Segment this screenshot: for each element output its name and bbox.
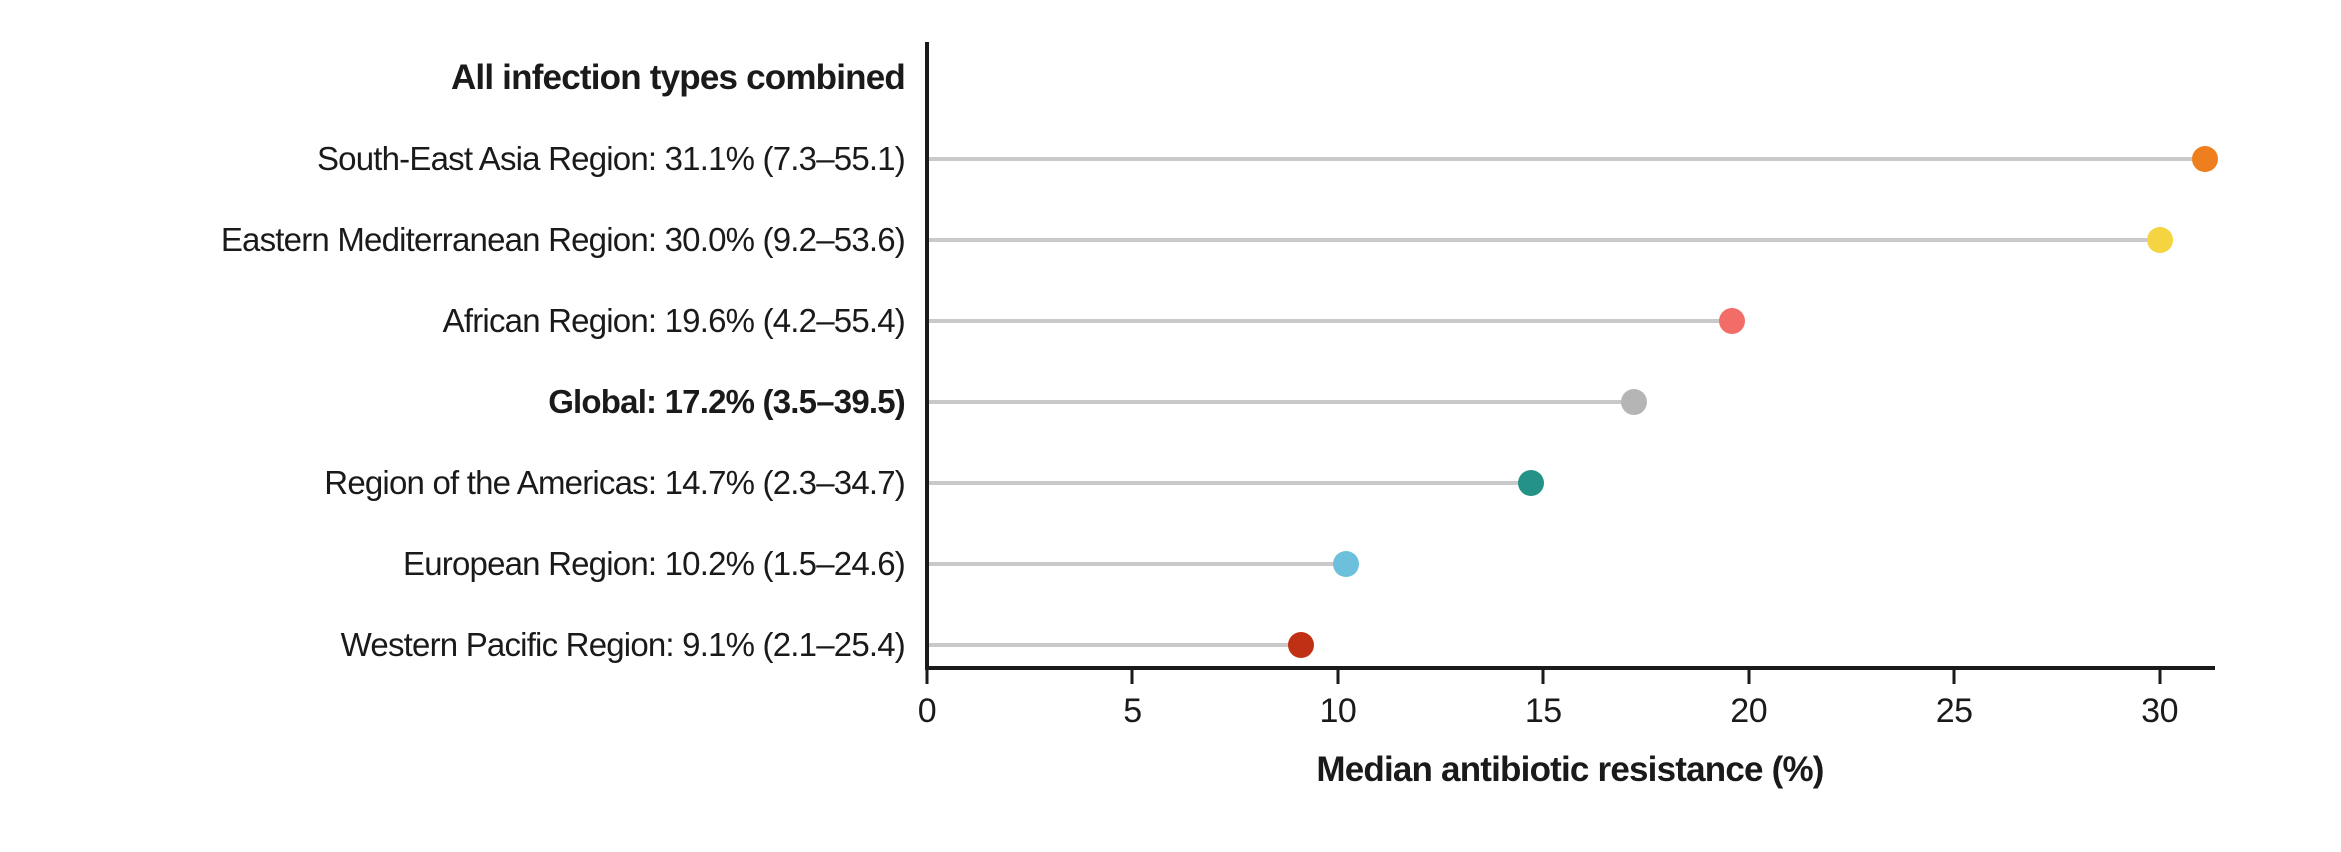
lollipop-stem xyxy=(927,481,1531,485)
x-tick-mark xyxy=(1130,670,1134,684)
x-tick-mark xyxy=(1747,670,1751,684)
lollipop-stem xyxy=(927,643,1301,647)
lollipop-stem xyxy=(927,157,2205,161)
lollipop-stem xyxy=(927,319,1733,323)
x-axis-title: Median antibiotic resistance (%) xyxy=(1316,750,1824,789)
x-tick-label: 25 xyxy=(1935,692,1973,730)
x-tick-mark xyxy=(1541,670,1545,684)
row-label: South-East Asia Region: 31.1% (7.3–55.1) xyxy=(316,139,906,177)
row-label: European Region: 10.2% (1.5–24.6) xyxy=(403,544,906,582)
lollipop-stem xyxy=(927,400,1634,404)
x-tick-label: 10 xyxy=(1319,692,1357,730)
y-axis-line xyxy=(925,42,929,670)
row-label: Eastern Mediterranean Region: 30.0% (9.2… xyxy=(220,220,906,258)
x-tick-mark xyxy=(1952,670,1956,684)
lollipop-dot xyxy=(1620,389,1647,415)
row-label: Global: 17.2% (3.5–39.5) xyxy=(548,382,906,420)
x-tick-mark xyxy=(1336,670,1340,684)
chart-title: All infection types combined xyxy=(450,58,906,97)
x-tick-label: 5 xyxy=(1123,692,1142,730)
lollipop-stem xyxy=(927,562,1347,566)
x-axis-line xyxy=(925,666,2215,670)
x-tick-mark xyxy=(925,670,929,684)
row-label: African Region: 19.6% (4.2–55.4) xyxy=(442,301,906,339)
lollipop-stem xyxy=(927,238,2160,242)
lollipop-dot xyxy=(2146,227,2173,253)
x-tick-label: 20 xyxy=(1730,692,1768,730)
x-tick-label: 15 xyxy=(1524,692,1562,730)
row-label: Western Pacific Region: 9.1% (2.1–25.4) xyxy=(340,625,906,663)
lollipop-dot xyxy=(2191,146,2218,172)
x-tick-mark xyxy=(2158,670,2162,684)
lollipop-dot xyxy=(1287,632,1314,658)
lollipop-dot xyxy=(1517,470,1544,496)
x-tick-label: 30 xyxy=(2141,692,2178,730)
x-tick-label: 0 xyxy=(917,692,937,730)
lollipop-dot xyxy=(1333,551,1360,577)
lollipop-dot xyxy=(1719,308,1746,334)
row-label: Region of the Americas: 14.7% (2.3–34.7) xyxy=(324,463,906,501)
